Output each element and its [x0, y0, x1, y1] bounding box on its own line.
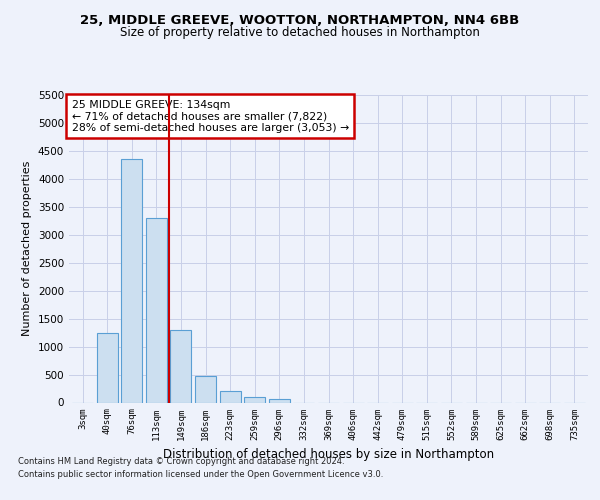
Text: 25 MIDDLE GREEVE: 134sqm
← 71% of detached houses are smaller (7,822)
28% of sem: 25 MIDDLE GREEVE: 134sqm ← 71% of detach…: [71, 100, 349, 133]
Text: Contains public sector information licensed under the Open Government Licence v3: Contains public sector information licen…: [18, 470, 383, 479]
Bar: [195, 376, 216, 402]
Bar: [244, 397, 265, 402]
Bar: [97, 332, 118, 402]
X-axis label: Distribution of detached houses by size in Northampton: Distribution of detached houses by size …: [163, 448, 494, 461]
Text: 25, MIDDLE GREEVE, WOOTTON, NORTHAMPTON, NN4 6BB: 25, MIDDLE GREEVE, WOOTTON, NORTHAMPTON,…: [80, 14, 520, 27]
Bar: [121, 160, 142, 402]
Bar: [170, 330, 191, 402]
Text: Contains HM Land Registry data © Crown copyright and database right 2024.: Contains HM Land Registry data © Crown c…: [18, 458, 344, 466]
Text: Size of property relative to detached houses in Northampton: Size of property relative to detached ho…: [120, 26, 480, 39]
Bar: [269, 399, 290, 402]
Y-axis label: Number of detached properties: Number of detached properties: [22, 161, 32, 336]
Bar: [146, 218, 167, 402]
Bar: [220, 392, 241, 402]
